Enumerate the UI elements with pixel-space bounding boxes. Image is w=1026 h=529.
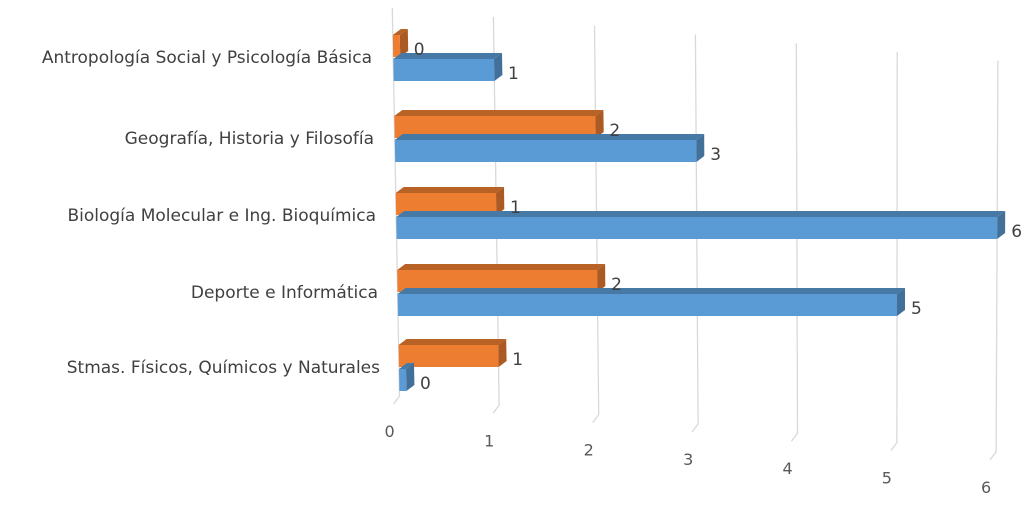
bar-top-face [399,363,414,369]
x-tick-label: 0 [385,422,395,441]
x-tick-label: 2 [584,441,594,460]
data-label: 2 [611,275,622,295]
bar [393,59,495,81]
gridline [890,51,898,451]
data-label: 1 [508,64,519,84]
bar-top-face [395,187,504,193]
bar-end-face [494,53,503,81]
x-tick-label: 6 [981,478,991,497]
bar-top-face [396,211,1006,217]
bar [394,140,697,162]
data-label: 0 [420,374,431,394]
bar-end-face [595,110,604,138]
category-label: Deporte e Informática [191,283,378,303]
bar-end-face [399,29,409,57]
category-label: Biología Molecular e Ing. Bioquímica [67,206,376,226]
bar-end-face [597,264,606,292]
bar-end-face [496,187,505,215]
x-tick-label: 1 [484,431,494,450]
bar-top-face [392,29,408,35]
bar-end-face [696,134,705,162]
gridline [989,60,999,461]
data-label: 0 [414,40,425,60]
bars [392,29,1006,391]
bar-end-face [498,339,507,367]
bar-top-face [394,110,604,116]
data-label: 3 [710,145,721,165]
bar-top-face [398,339,507,345]
bar-top-face [394,134,705,140]
bar-top-face [397,264,606,270]
bar [398,345,499,367]
x-tick-label: 4 [783,459,793,478]
bar [394,116,596,138]
data-label: 5 [911,299,922,319]
data-label: 1 [510,198,521,218]
category-label: Geografía, Historia y Filosofía [125,129,374,149]
bar [397,270,598,292]
x-tick-label: 3 [683,450,693,469]
bar [396,217,998,239]
bar-end-face [997,211,1006,239]
gridline [691,34,699,433]
bar-end-face [406,363,415,391]
bar [399,369,407,391]
category-label: Stmas. Físicos, Químicos y Naturales [67,358,380,378]
bar [397,294,897,316]
bar [395,193,497,215]
category-label: Antropología Social y Psicología Básica [42,48,372,68]
bar-end-face [897,288,905,316]
x-tick-label: 5 [882,469,892,488]
data-label: 2 [609,121,620,141]
bar-top-face [393,53,502,59]
labels: 0 1 2 3 4 5 6 0 1 Antropología Social y Psicologí… [42,40,1022,497]
bar-top-face [397,288,905,294]
gridline [790,43,799,442]
data-label: 6 [1011,222,1022,242]
bar [392,35,401,57]
data-label: 1 [512,350,523,370]
